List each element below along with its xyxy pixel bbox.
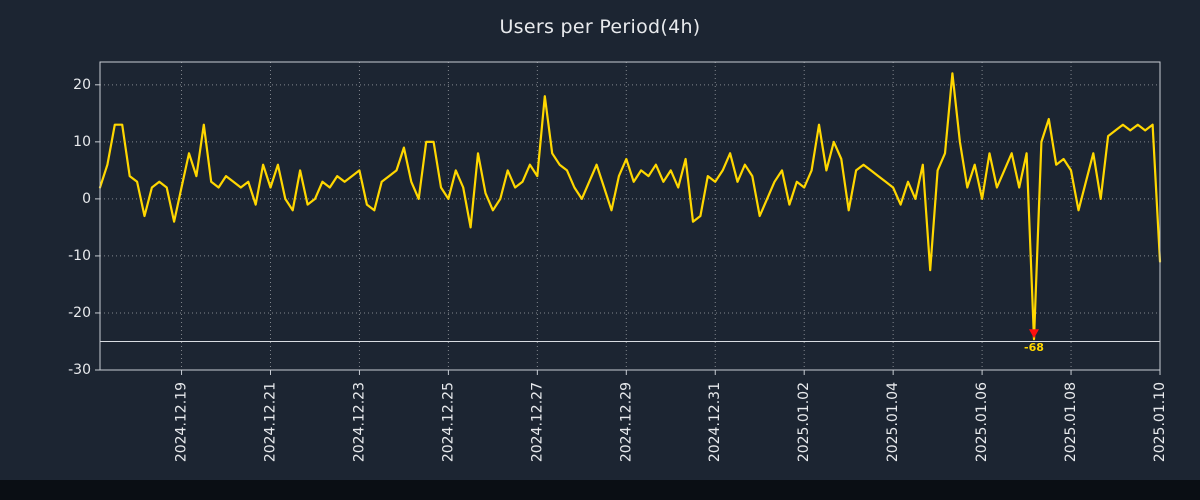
- y-tick-label: -20: [68, 305, 91, 321]
- y-tick-label: -30: [68, 362, 91, 378]
- y-tick-label: -10: [68, 248, 91, 264]
- x-tick-label: 2025.01.06: [974, 382, 990, 462]
- x-tick-label: 2024.12.19: [174, 382, 190, 462]
- x-tick-label: 2024.12.31: [707, 382, 723, 462]
- x-tick-label: 2025.01.08: [1063, 382, 1079, 462]
- x-tick-label: 2024.12.21: [262, 382, 278, 462]
- y-tick-label: 10: [73, 134, 91, 150]
- min-value-label: -68: [1024, 341, 1044, 354]
- x-tick-label: 2024.12.27: [529, 382, 545, 462]
- min-marker-icon: [1028, 329, 1039, 339]
- bottom-bar: [0, 480, 1200, 500]
- x-tick-label: 2024.12.29: [618, 382, 634, 462]
- x-tick-label: 2025.01.02: [796, 382, 812, 462]
- x-tick-label: 2025.01.10: [1152, 382, 1168, 462]
- x-tick-label: 2024.12.25: [440, 382, 456, 462]
- chart-title: Users per Period(4h): [499, 16, 701, 38]
- axis-frame: [99, 61, 1161, 371]
- x-tick-label: 2025.01.04: [885, 382, 901, 462]
- y-tick-label: 20: [73, 77, 91, 93]
- y-tick-label: 0: [82, 191, 91, 207]
- series-line: [98, 72, 1162, 341]
- x-tick-label: 2024.12.23: [351, 382, 367, 462]
